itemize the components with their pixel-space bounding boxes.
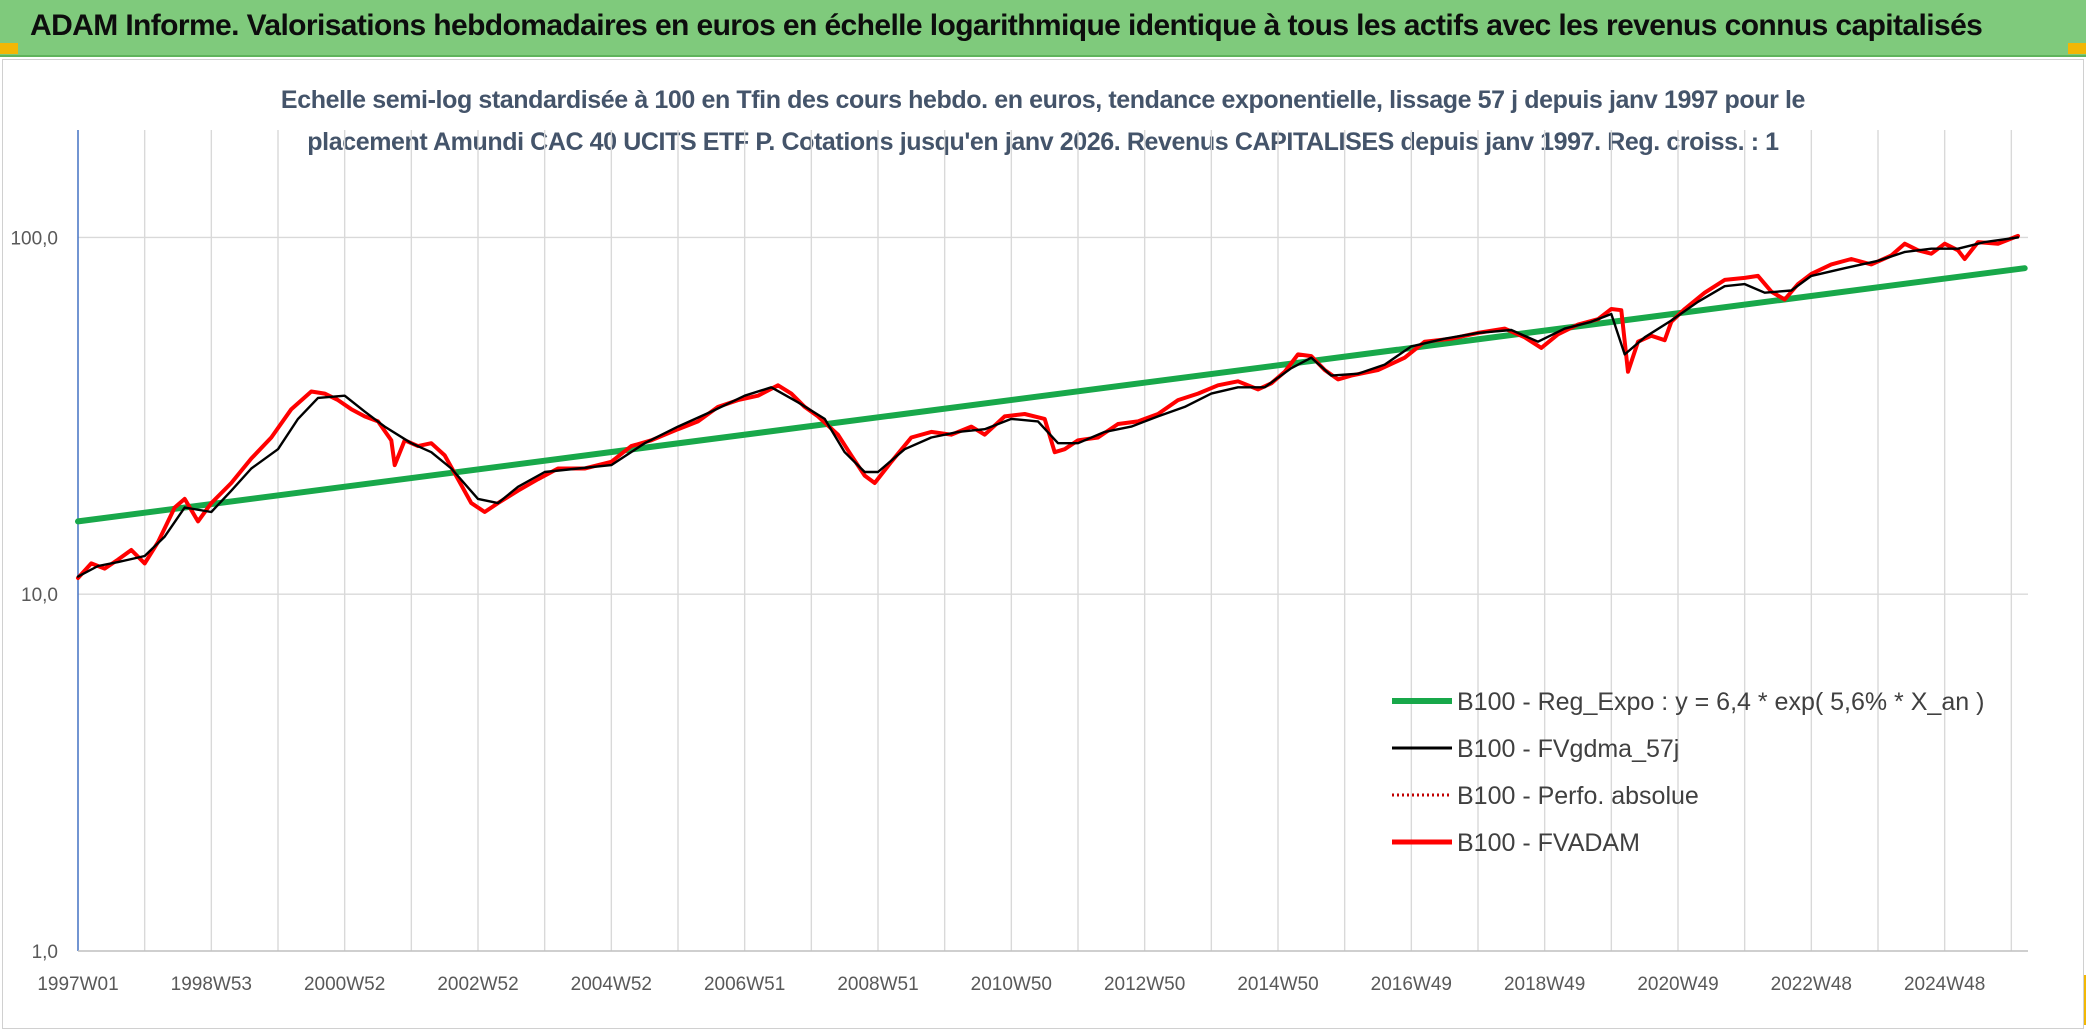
report-title: ADAM Informe. Valorisations hebdomadaire… (30, 9, 1983, 42)
series-line-1 (76, 236, 2020, 578)
x-tick-label: 2008W51 (837, 974, 918, 995)
gridlines (78, 130, 2028, 951)
axes: 100,0 10,0 1,0 1997W01 1998W53 2000W52 2002W52… (10, 130, 2028, 995)
series-line-0 (75, 265, 2028, 525)
x-tick-label: 2006W51 (704, 974, 785, 995)
x-tick-label: 2000W52 (304, 974, 385, 995)
chart-title-line-1: Echelle semi-log standardisée à 100 en T… (280, 86, 1806, 114)
legend-label: B100 - FVgdma_57j (1457, 735, 1679, 763)
x-tick-label: 2020W49 (1637, 974, 1718, 995)
legend-label: B100 - Perfo. absolue (1457, 782, 1699, 810)
x-tick-label: 2024W48 (1904, 974, 1985, 995)
x-tick-label: 2004W52 (571, 974, 652, 995)
y-tick-label: 1,0 (32, 942, 58, 963)
corner-marker-top-right (2068, 43, 2086, 54)
chart-title-line-2: placement Amundi CAC 40 UCITS ETF P. Cot… (307, 128, 1779, 156)
legend-label: B100 - FVADAM (1457, 829, 1640, 857)
data-series (75, 233, 2028, 580)
x-tick-label: 2016W49 (1371, 974, 1452, 995)
legend-label: B100 - Reg_Expo : y = 6,4 * exp( 5,6% * … (1457, 688, 1984, 716)
x-tick-label: 2018W49 (1504, 974, 1585, 995)
x-tick-label: 2010W50 (971, 974, 1052, 995)
x-tick-label: 1997W01 (37, 974, 118, 995)
x-tick-label: 1998W53 (171, 974, 252, 995)
x-tick-label: 2002W52 (437, 974, 518, 995)
x-tick-label: 2012W50 (1104, 974, 1185, 995)
corner-marker-top-left (0, 43, 18, 54)
legend: B100 - Reg_Expo : y = 6,4 * exp( 5,6% * … (1392, 688, 1984, 857)
report-banner: ADAM Informe. Valorisations hebdomadaire… (0, 0, 2086, 57)
y-tick-label: 10,0 (21, 585, 58, 606)
x-tick-label: 2022W48 (1771, 974, 1852, 995)
y-tick-label: 100,0 (10, 228, 58, 249)
chart-area (2, 59, 2084, 1029)
x-tick-label: 2014W50 (1237, 974, 1318, 995)
series-line-3 (76, 233, 2020, 580)
